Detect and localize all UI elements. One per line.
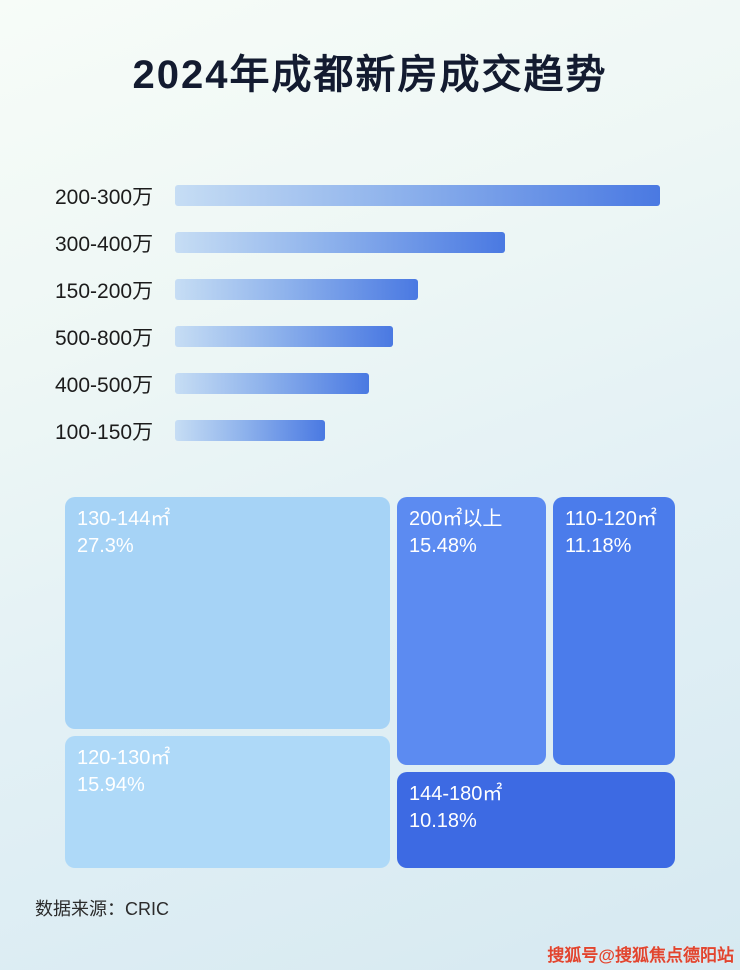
page-title: 2024年成都新房成交趋势 [132, 53, 608, 97]
treemap-block-label: 144-180㎡ [409, 783, 503, 805]
bar-row: 300-400万 [55, 219, 660, 266]
bar-category-label: 150-200万 [55, 279, 154, 303]
bar-track [175, 326, 660, 347]
treemap-block: 200㎡以上 15.48% [397, 497, 546, 765]
bar-row: 200-300万 [55, 172, 660, 219]
treemap-block-label: 110-120㎡ [565, 508, 657, 530]
treemap-block-percent: 15.94% [77, 774, 145, 796]
bar-track [175, 373, 660, 394]
treemap-block-label: 120-130㎡ [77, 747, 171, 769]
bar-track [175, 185, 660, 206]
treemap-block: 130-144㎡ 27.3% [65, 497, 390, 729]
bar-row: 500-800万 [55, 313, 660, 360]
price-range-bar-chart: 200-300万 300-400万 150-200万 500-800万 400-500万… [55, 172, 660, 454]
data-source-label: 数据来源：CRIC [35, 899, 169, 919]
bar-row: 150-200万 [55, 266, 660, 313]
bar-category-label: 500-800万 [55, 326, 154, 350]
bar-category-label: 200-300万 [55, 185, 154, 209]
bar-row: 100-150万 [55, 407, 660, 454]
bar-track [175, 232, 660, 253]
treemap-block: 120-130㎡ 15.94% [65, 736, 390, 868]
bar-track [175, 279, 660, 300]
area-share-treemap: 130-144㎡ 27.3% 120-130㎡ 15.94% 200㎡以上 15.48% 1… [65, 497, 675, 868]
bar-category-label: 300-400万 [55, 232, 154, 256]
treemap-block-percent: 15.48% [409, 535, 477, 557]
treemap-block-label: 200㎡以上 [409, 508, 503, 530]
bar-category-label: 100-150万 [55, 420, 154, 444]
bar [175, 279, 418, 300]
treemap-block-percent: 11.18% [565, 535, 632, 557]
treemap-block-percent: 27.3% [77, 535, 134, 557]
bar [175, 373, 369, 394]
watermark-label: 搜狐号@搜狐焦点德阳站 [547, 946, 734, 965]
treemap-block: 144-180㎡ 10.18% [397, 772, 675, 868]
bar-category-label: 400-500万 [55, 373, 154, 397]
bar [175, 420, 326, 441]
bar-row: 400-500万 [55, 360, 660, 407]
bar-track [175, 420, 660, 441]
bar [175, 326, 394, 347]
bar [175, 185, 660, 206]
treemap-block-label: 130-144㎡ [77, 508, 171, 530]
treemap-block: 110-120㎡ 11.18% [553, 497, 675, 765]
treemap-block-percent: 10.18% [409, 810, 477, 832]
bar [175, 232, 505, 253]
